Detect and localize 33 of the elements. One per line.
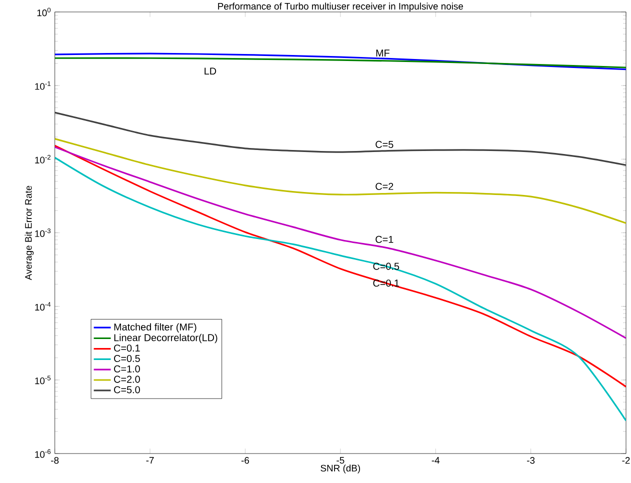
y-tick-label: 10$^{-5}$ bbox=[35, 376, 51, 384]
y-tick-label: 10$^{-1}$ bbox=[35, 81, 51, 90]
y-tick-label: 10$^{-3}$ bbox=[35, 228, 51, 237]
x-tick-label: -3 bbox=[527, 456, 535, 464]
x-tick-label: -5 bbox=[336, 456, 344, 464]
x-axis-title: SNR (dB) bbox=[320, 464, 360, 474]
line-series bbox=[54, 156, 626, 422]
legend-label: Linear Decorrelator(LD) bbox=[114, 334, 218, 343]
line-series bbox=[54, 57, 626, 68]
x-tick-label: -2 bbox=[622, 456, 630, 464]
legend-label: C=5.0 bbox=[114, 386, 140, 394]
line-series bbox=[54, 112, 626, 166]
annotation: C=1 bbox=[376, 236, 394, 243]
y-axis-title: Average Bit Error Rate bbox=[24, 186, 34, 280]
annotation: C=2 bbox=[376, 182, 394, 190]
y-tick-label: 10$^{-6}$ bbox=[35, 449, 51, 458]
legend-label: C=0.5 bbox=[114, 354, 140, 362]
legend-label: C=0.1 bbox=[114, 344, 140, 352]
x-tick-label: -8 bbox=[51, 456, 59, 464]
annotation: MF bbox=[376, 49, 390, 56]
y-tick-label: 10$^{-2}$ bbox=[35, 154, 50, 164]
x-tick-label: -7 bbox=[146, 456, 154, 464]
annotation: C=5 bbox=[376, 140, 394, 148]
y-tick-label: 10$^{0}$ bbox=[37, 7, 51, 16]
y-tick-label: 10$^{-4}$ bbox=[35, 302, 51, 310]
legend-label: C=2.0 bbox=[114, 376, 140, 383]
x-tick-label: -6 bbox=[241, 456, 249, 464]
x-tick-label: -4 bbox=[432, 456, 440, 464]
chart-title: Performance of Turbo multiuser receiver in Impulsive noise bbox=[218, 2, 464, 12]
line-series bbox=[54, 138, 626, 224]
annotation: LD bbox=[204, 67, 216, 74]
legend-label: C=1.0 bbox=[114, 365, 140, 372]
legend-label: Matched filter (MF) bbox=[114, 323, 196, 332]
